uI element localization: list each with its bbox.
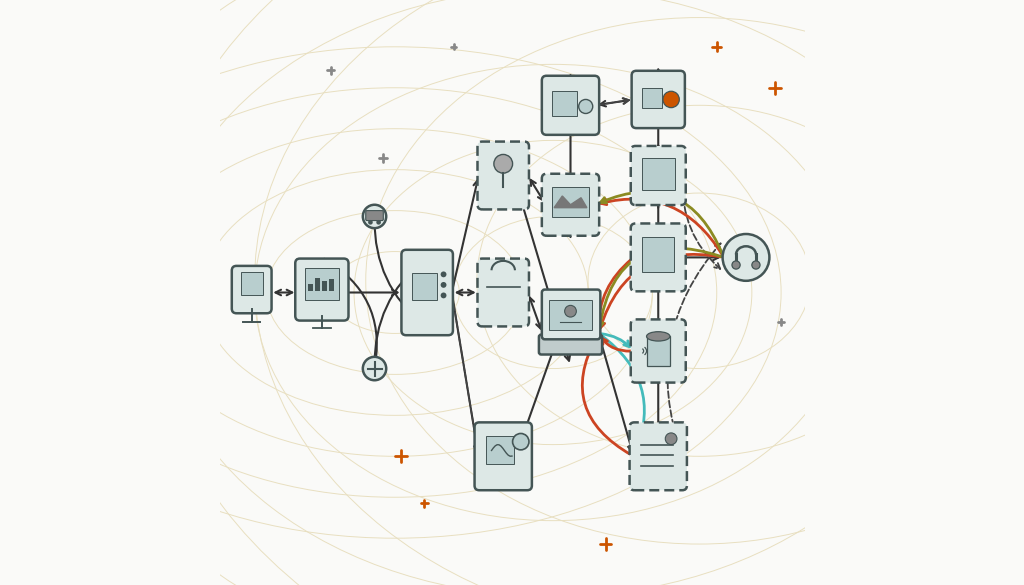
FancyBboxPatch shape bbox=[630, 422, 687, 490]
FancyBboxPatch shape bbox=[552, 187, 589, 217]
Circle shape bbox=[579, 99, 593, 113]
Circle shape bbox=[723, 234, 769, 281]
FancyBboxPatch shape bbox=[231, 266, 271, 314]
Ellipse shape bbox=[646, 332, 670, 341]
FancyBboxPatch shape bbox=[474, 422, 531, 490]
FancyBboxPatch shape bbox=[542, 174, 599, 236]
FancyBboxPatch shape bbox=[542, 290, 600, 339]
Circle shape bbox=[368, 220, 373, 225]
FancyBboxPatch shape bbox=[295, 259, 348, 321]
FancyBboxPatch shape bbox=[322, 281, 327, 291]
Circle shape bbox=[564, 305, 577, 317]
FancyBboxPatch shape bbox=[314, 278, 319, 291]
Circle shape bbox=[440, 292, 446, 298]
FancyBboxPatch shape bbox=[642, 157, 675, 190]
FancyBboxPatch shape bbox=[329, 279, 334, 291]
Circle shape bbox=[752, 261, 760, 269]
FancyBboxPatch shape bbox=[542, 76, 599, 135]
FancyBboxPatch shape bbox=[631, 223, 686, 291]
FancyBboxPatch shape bbox=[305, 268, 339, 300]
FancyBboxPatch shape bbox=[552, 91, 577, 116]
FancyBboxPatch shape bbox=[642, 88, 663, 108]
FancyBboxPatch shape bbox=[241, 272, 263, 295]
FancyBboxPatch shape bbox=[631, 319, 686, 383]
FancyBboxPatch shape bbox=[412, 274, 436, 300]
FancyBboxPatch shape bbox=[477, 259, 529, 326]
Circle shape bbox=[513, 433, 529, 450]
Circle shape bbox=[362, 205, 386, 228]
Circle shape bbox=[663, 91, 679, 108]
Circle shape bbox=[440, 271, 446, 277]
FancyBboxPatch shape bbox=[539, 335, 602, 355]
Polygon shape bbox=[554, 196, 587, 208]
FancyBboxPatch shape bbox=[631, 146, 686, 205]
Circle shape bbox=[376, 220, 381, 225]
FancyBboxPatch shape bbox=[486, 436, 514, 464]
FancyBboxPatch shape bbox=[366, 211, 383, 221]
Circle shape bbox=[732, 261, 740, 269]
FancyBboxPatch shape bbox=[401, 250, 453, 335]
Circle shape bbox=[362, 357, 386, 380]
FancyBboxPatch shape bbox=[308, 284, 312, 291]
Circle shape bbox=[440, 282, 446, 288]
Circle shape bbox=[666, 433, 677, 445]
FancyBboxPatch shape bbox=[550, 300, 592, 330]
FancyBboxPatch shape bbox=[632, 71, 685, 128]
FancyBboxPatch shape bbox=[642, 237, 674, 272]
Circle shape bbox=[494, 154, 513, 173]
FancyBboxPatch shape bbox=[477, 142, 529, 209]
FancyBboxPatch shape bbox=[646, 336, 670, 366]
